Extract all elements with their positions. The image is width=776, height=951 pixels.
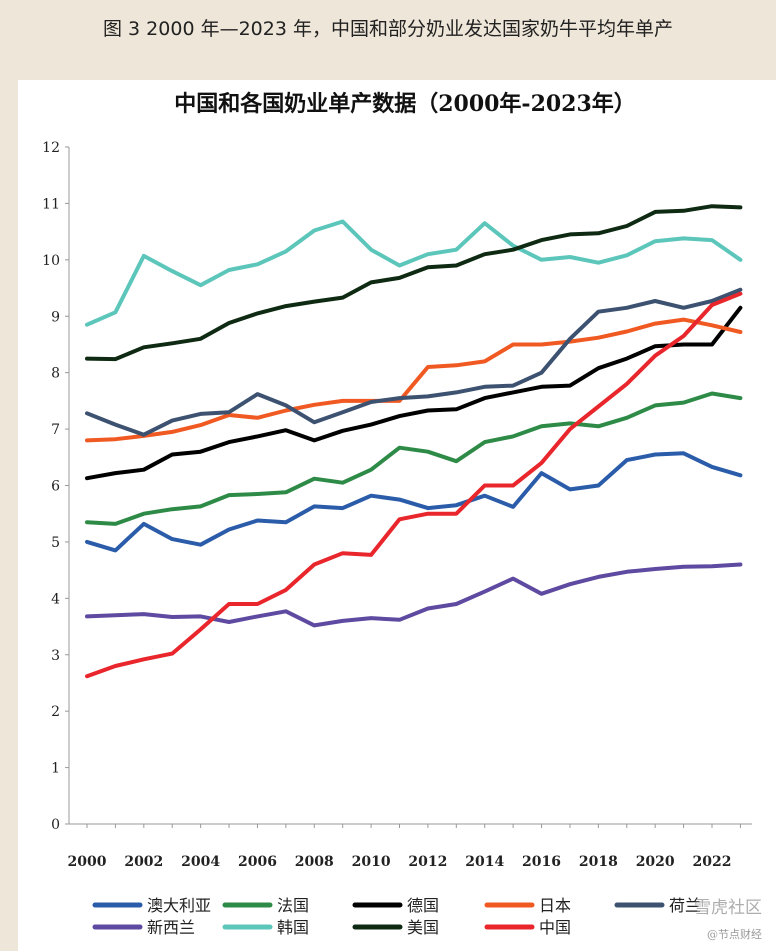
watermark-logo: 雪虎社区 [694, 898, 762, 918]
x-tick-label: 2022 [693, 854, 732, 870]
watermark-source: @节点财经 [707, 927, 762, 941]
series-line-德国 [85, 305, 743, 481]
x-tick-label: 2012 [408, 854, 447, 870]
x-tick-label: 2000 [68, 854, 107, 870]
y-tick-label: 12 [42, 140, 60, 156]
series-line-美国 [85, 204, 743, 362]
legend-label: 澳大利亚 [147, 896, 211, 915]
series-line-韩国 [85, 219, 743, 327]
x-tick-label: 2010 [352, 854, 391, 870]
y-tick-label: 1 [51, 761, 60, 777]
x-tick-label: 2018 [579, 854, 618, 870]
legend-label: 法国 [277, 896, 309, 915]
x-tick-label: 2014 [465, 854, 504, 870]
y-tick-label: 11 [42, 196, 60, 212]
x-tick-label: 2002 [124, 854, 163, 870]
series-line-澳大利亚 [85, 451, 743, 553]
series-line-新西兰 [85, 562, 743, 628]
series-line-荷兰 [85, 287, 743, 437]
series-line-中国 [85, 291, 743, 679]
x-tick-label: 2020 [636, 854, 675, 870]
y-tick-label: 7 [51, 422, 60, 438]
y-tick-label: 0 [51, 817, 60, 833]
legend-label: 韩国 [277, 918, 309, 937]
y-tick-label: 2 [51, 704, 60, 720]
x-tick-label: 2008 [295, 854, 334, 870]
y-tick-label: 6 [51, 479, 60, 495]
y-tick-label: 4 [51, 591, 60, 607]
legend-label: 日本 [539, 896, 571, 915]
x-tick-label: 2016 [522, 854, 561, 870]
legend-label: 新西兰 [147, 918, 195, 937]
x-tick-label: 2004 [181, 854, 220, 870]
y-tick-label: 5 [51, 535, 60, 551]
series-line-法国 [85, 391, 743, 526]
legend-label: 美国 [407, 918, 439, 937]
y-tick-label: 3 [51, 648, 60, 664]
x-tick-label: 2006 [238, 854, 277, 870]
legend-label: 中国 [539, 918, 571, 937]
y-tick-label: 8 [51, 366, 60, 382]
legend-label: 荷兰 [669, 896, 701, 915]
figure-caption: 图 3 2000 年—2023 年，中国和部分奶业发达国家奶牛平均年单产 [103, 18, 673, 40]
y-tick-label: 10 [42, 253, 60, 269]
series-line-日本 [85, 317, 743, 443]
legend-label: 德国 [407, 896, 439, 915]
y-tick-label: 9 [51, 309, 60, 325]
chart-title: 中国和各国奶业单产数据（2000年-2023年） [174, 91, 636, 117]
